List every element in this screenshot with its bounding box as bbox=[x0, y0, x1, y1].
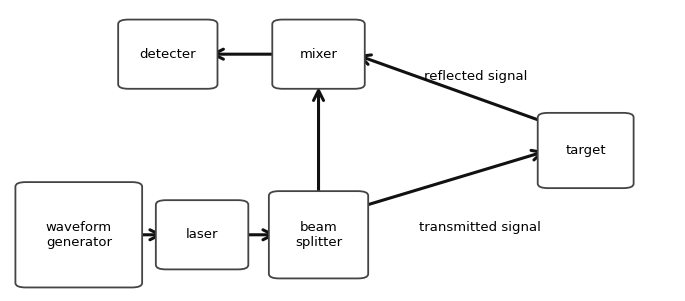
FancyBboxPatch shape bbox=[155, 200, 248, 269]
FancyBboxPatch shape bbox=[16, 182, 142, 287]
Text: detecter: detecter bbox=[140, 48, 196, 61]
Text: laser: laser bbox=[186, 228, 219, 241]
FancyBboxPatch shape bbox=[273, 20, 364, 89]
Text: waveform
generator: waveform generator bbox=[46, 221, 112, 249]
FancyBboxPatch shape bbox=[538, 113, 634, 188]
Text: mixer: mixer bbox=[299, 48, 338, 61]
Text: beam
splitter: beam splitter bbox=[295, 221, 342, 249]
FancyBboxPatch shape bbox=[269, 191, 369, 278]
Text: target: target bbox=[565, 144, 606, 157]
FancyBboxPatch shape bbox=[118, 20, 218, 89]
Text: transmitted signal: transmitted signal bbox=[419, 221, 540, 234]
Text: reflected signal: reflected signal bbox=[425, 70, 527, 83]
